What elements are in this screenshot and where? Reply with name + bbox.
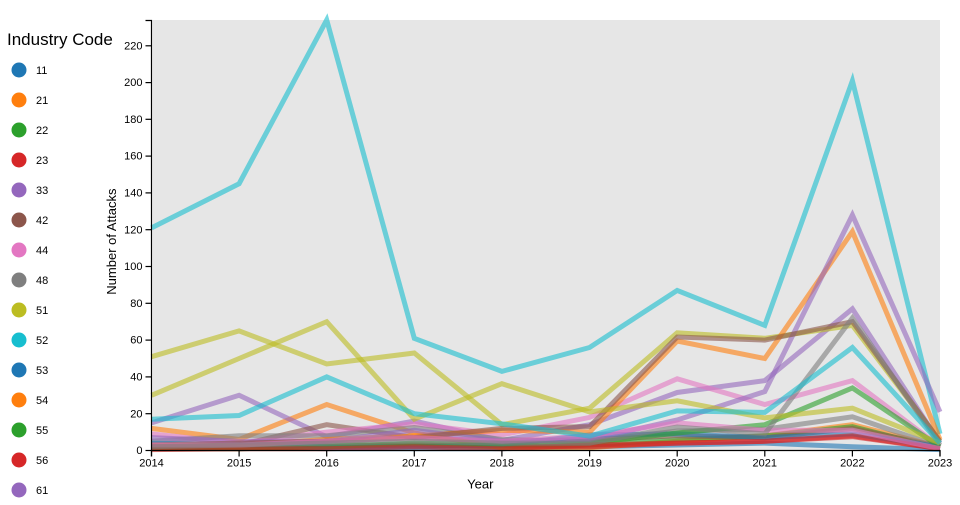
- svg-text:2021: 2021: [753, 458, 777, 470]
- svg-text:140: 140: [124, 188, 142, 200]
- svg-text:55: 55: [36, 425, 48, 437]
- svg-text:180: 180: [124, 114, 142, 126]
- svg-text:21: 21: [36, 95, 48, 107]
- svg-text:61: 61: [36, 485, 48, 497]
- svg-text:60: 60: [130, 335, 142, 347]
- svg-text:33: 33: [36, 185, 48, 197]
- svg-text:11: 11: [36, 65, 47, 77]
- svg-text:120: 120: [124, 224, 142, 236]
- svg-text:23: 23: [36, 155, 48, 167]
- svg-text:2014: 2014: [139, 458, 163, 470]
- svg-text:2017: 2017: [402, 458, 426, 470]
- svg-text:100: 100: [124, 261, 142, 273]
- svg-text:52: 52: [36, 335, 48, 347]
- svg-text:0: 0: [136, 445, 142, 457]
- svg-text:160: 160: [124, 151, 142, 163]
- svg-text:80: 80: [130, 298, 142, 310]
- svg-text:53: 53: [36, 365, 48, 377]
- svg-text:220: 220: [124, 40, 142, 52]
- svg-text:Number of Attacks: Number of Attacks: [104, 188, 119, 295]
- svg-text:51: 51: [36, 305, 48, 317]
- svg-text:54: 54: [36, 395, 48, 407]
- svg-text:48: 48: [36, 275, 48, 287]
- svg-text:2023: 2023: [928, 458, 952, 470]
- svg-text:44: 44: [36, 245, 48, 257]
- svg-text:2018: 2018: [490, 458, 514, 470]
- svg-text:2019: 2019: [577, 458, 601, 470]
- svg-text:20: 20: [130, 408, 142, 420]
- svg-text:2022: 2022: [840, 458, 864, 470]
- svg-text:200: 200: [124, 77, 142, 89]
- svg-text:2015: 2015: [227, 458, 251, 470]
- svg-text:42: 42: [36, 215, 48, 227]
- svg-text:Industry Code: Industry Code: [7, 30, 113, 49]
- svg-text:56: 56: [36, 455, 48, 467]
- svg-text:2016: 2016: [314, 458, 338, 470]
- svg-text:2020: 2020: [665, 458, 689, 470]
- svg-text:Year: Year: [467, 477, 494, 492]
- svg-text:22: 22: [36, 125, 48, 137]
- svg-text:40: 40: [130, 372, 142, 384]
